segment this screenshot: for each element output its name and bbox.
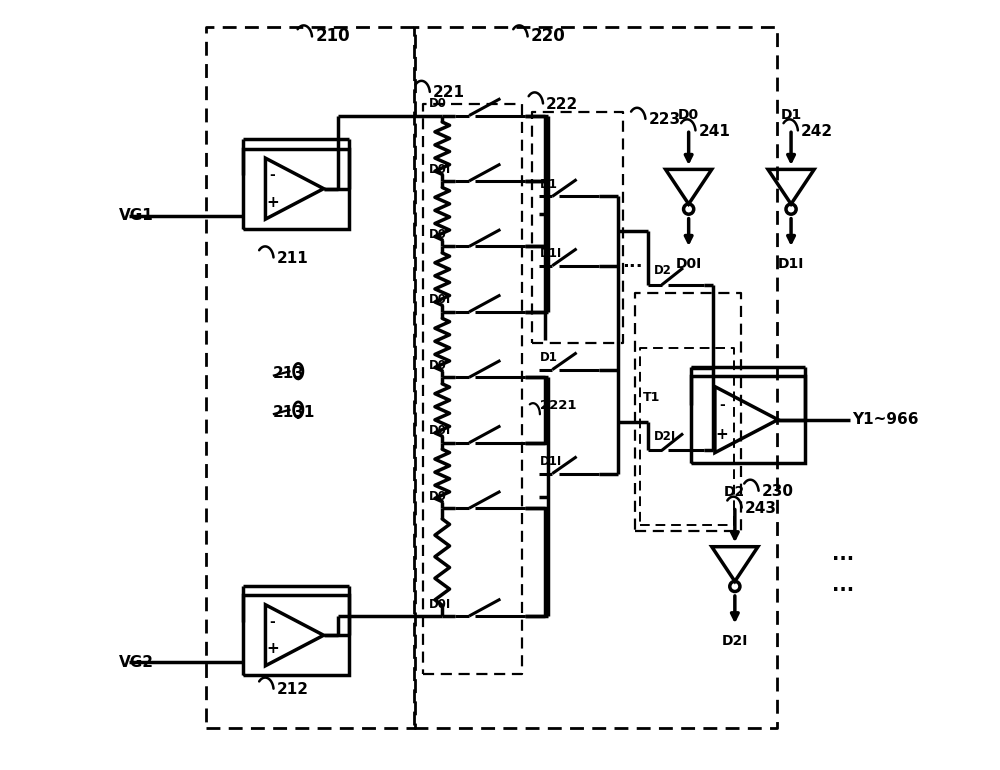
Text: D0: D0 [678,108,699,122]
Text: D1I: D1I [540,247,562,260]
Text: Y1~966: Y1~966 [852,412,918,427]
Text: -: - [270,168,275,182]
Text: ...: ... [832,576,854,594]
Text: D0I: D0I [428,293,451,306]
Text: 241: 241 [699,124,731,139]
Text: 212: 212 [277,682,309,697]
Text: D1I: D1I [778,256,804,270]
Text: 220: 220 [531,27,566,45]
Text: T1: T1 [642,391,660,404]
Text: 221: 221 [433,85,465,100]
Text: 230: 230 [762,484,794,499]
Text: 2221: 2221 [540,399,577,412]
Text: D1I: D1I [540,455,562,468]
Text: D0I: D0I [428,162,451,176]
Text: 223: 223 [649,112,681,127]
Text: D1: D1 [540,351,558,364]
Text: D0I: D0I [428,424,451,437]
Text: D2: D2 [724,485,745,499]
Text: 222: 222 [546,97,578,112]
Text: D2I: D2I [654,430,676,443]
Text: VG1: VG1 [119,208,154,223]
Text: ...: ... [623,253,643,271]
Text: D0I: D0I [676,256,702,270]
Text: +: + [266,641,279,657]
Text: +: + [266,195,279,210]
Text: D2: D2 [654,264,672,277]
Text: 243: 243 [745,501,777,516]
Text: D0: D0 [428,359,446,372]
Text: 213: 213 [273,367,305,381]
Text: 2131: 2131 [273,405,315,420]
Text: D1: D1 [780,108,802,122]
Text: D0I: D0I [428,598,451,611]
Text: D0: D0 [428,490,446,503]
Text: VG2: VG2 [119,654,154,670]
Text: D0: D0 [428,97,446,110]
Text: D2I: D2I [722,634,748,648]
Text: 210: 210 [315,27,350,45]
Text: +: + [715,427,728,442]
Text: -: - [719,398,725,412]
Text: -: - [270,614,275,628]
Text: D0: D0 [428,228,446,241]
Text: ...: ... [832,545,854,564]
Text: D1: D1 [540,178,558,191]
Text: 242: 242 [801,124,833,139]
Text: 211: 211 [277,251,308,266]
